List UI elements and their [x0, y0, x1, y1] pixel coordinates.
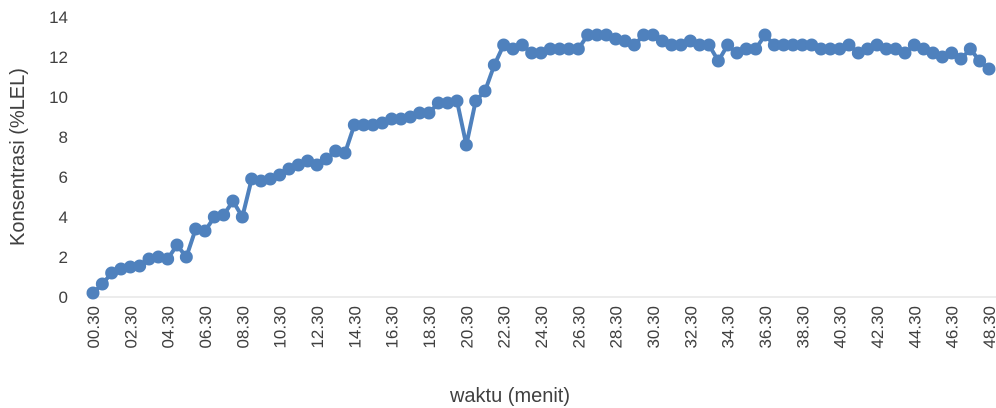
- x-tick-label: 26.30: [569, 306, 588, 349]
- marker: [581, 28, 595, 42]
- x-tick-label: 08.30: [233, 306, 252, 349]
- x-tick-label: 44.30: [905, 306, 924, 349]
- marker: [273, 168, 287, 182]
- marker: [945, 46, 959, 60]
- marker: [469, 94, 483, 108]
- x-tick-label: 06.30: [196, 306, 215, 349]
- marker: [226, 194, 240, 208]
- marker: [543, 42, 557, 56]
- x-axis-title: waktu (menit): [449, 385, 570, 407]
- y-tick-label: 0: [59, 288, 68, 307]
- x-tick-label: 28.30: [607, 306, 626, 349]
- marker: [478, 84, 492, 98]
- marker: [553, 42, 567, 56]
- marker: [739, 42, 753, 56]
- marker: [973, 54, 987, 68]
- marker: [702, 38, 716, 52]
- x-tick-label: 36.30: [756, 306, 775, 349]
- marker: [954, 52, 968, 66]
- marker: [665, 38, 679, 52]
- marker: [161, 252, 175, 266]
- marker: [590, 28, 604, 42]
- marker: [842, 38, 856, 52]
- x-tick-label: 38.30: [793, 306, 812, 349]
- marker: [450, 94, 464, 108]
- marker: [413, 106, 427, 120]
- y-tick-label: 12: [49, 48, 68, 67]
- marker: [711, 54, 725, 68]
- x-tick-label: 46.30: [943, 306, 962, 349]
- marker: [86, 286, 100, 300]
- marker: [646, 28, 660, 42]
- y-tick-label: 2: [59, 248, 68, 267]
- marker: [422, 106, 436, 120]
- marker: [487, 58, 501, 72]
- marker: [347, 118, 361, 132]
- x-tick-label: 42.30: [868, 306, 887, 349]
- marker: [133, 259, 147, 273]
- marker: [758, 28, 772, 42]
- x-tick-label: 32.30: [681, 306, 700, 349]
- marker: [235, 210, 249, 224]
- x-tick-label: 04.30: [159, 306, 178, 349]
- x-tick-label: 00.30: [84, 306, 103, 349]
- marker: [814, 42, 828, 56]
- marker: [767, 38, 781, 52]
- marker: [319, 152, 333, 166]
- marker: [217, 208, 231, 222]
- line: [91, 33, 991, 295]
- marker: [637, 28, 651, 42]
- x-tick-label: 34.30: [719, 306, 738, 349]
- y-tick-label: 8: [59, 128, 68, 147]
- marker: [198, 224, 212, 238]
- marker: [525, 46, 539, 60]
- marker: [562, 42, 576, 56]
- marker: [777, 38, 791, 52]
- marker: [721, 38, 735, 52]
- marker: [385, 112, 399, 126]
- y-tick-label: 14: [49, 8, 68, 27]
- marker: [823, 42, 837, 56]
- x-tick-label: 20.30: [457, 306, 476, 349]
- marker: [879, 42, 893, 56]
- x-tick-label: 22.30: [495, 306, 514, 349]
- marker: [338, 146, 352, 160]
- marker: [431, 96, 445, 110]
- y-tick-label: 4: [59, 208, 68, 227]
- marker: [786, 38, 800, 52]
- x-tick-label: 12.30: [308, 306, 327, 349]
- y-axis-title: Konsentrasi (%LEL): [7, 68, 29, 246]
- y-tick-label: 10: [49, 88, 68, 107]
- x-tick-label: 24.30: [532, 306, 551, 349]
- x-tick-label: 40.30: [831, 306, 850, 349]
- marker: [627, 38, 641, 52]
- marker: [898, 46, 912, 60]
- x-tick-label: 02.30: [121, 306, 140, 349]
- x-tick-label: 14.30: [345, 306, 364, 349]
- x-tick-label: 48.30: [980, 306, 996, 349]
- x-tick-label: 30.30: [644, 306, 663, 349]
- x-tick-label: 16.30: [383, 306, 402, 349]
- y-tick-label: 6: [59, 168, 68, 187]
- x-tick-label: 18.30: [420, 306, 439, 349]
- marker: [749, 42, 763, 56]
- marker: [982, 62, 996, 76]
- marker: [357, 118, 371, 132]
- marker: [179, 250, 193, 264]
- marker: [170, 238, 184, 252]
- marker: [310, 158, 324, 172]
- marker: [459, 138, 473, 152]
- marker: [515, 38, 529, 52]
- marker: [571, 42, 585, 56]
- marker: [963, 42, 977, 56]
- marker: [693, 38, 707, 52]
- marker: [795, 38, 809, 52]
- marker: [95, 277, 109, 291]
- x-tick-label: 10.30: [271, 306, 290, 349]
